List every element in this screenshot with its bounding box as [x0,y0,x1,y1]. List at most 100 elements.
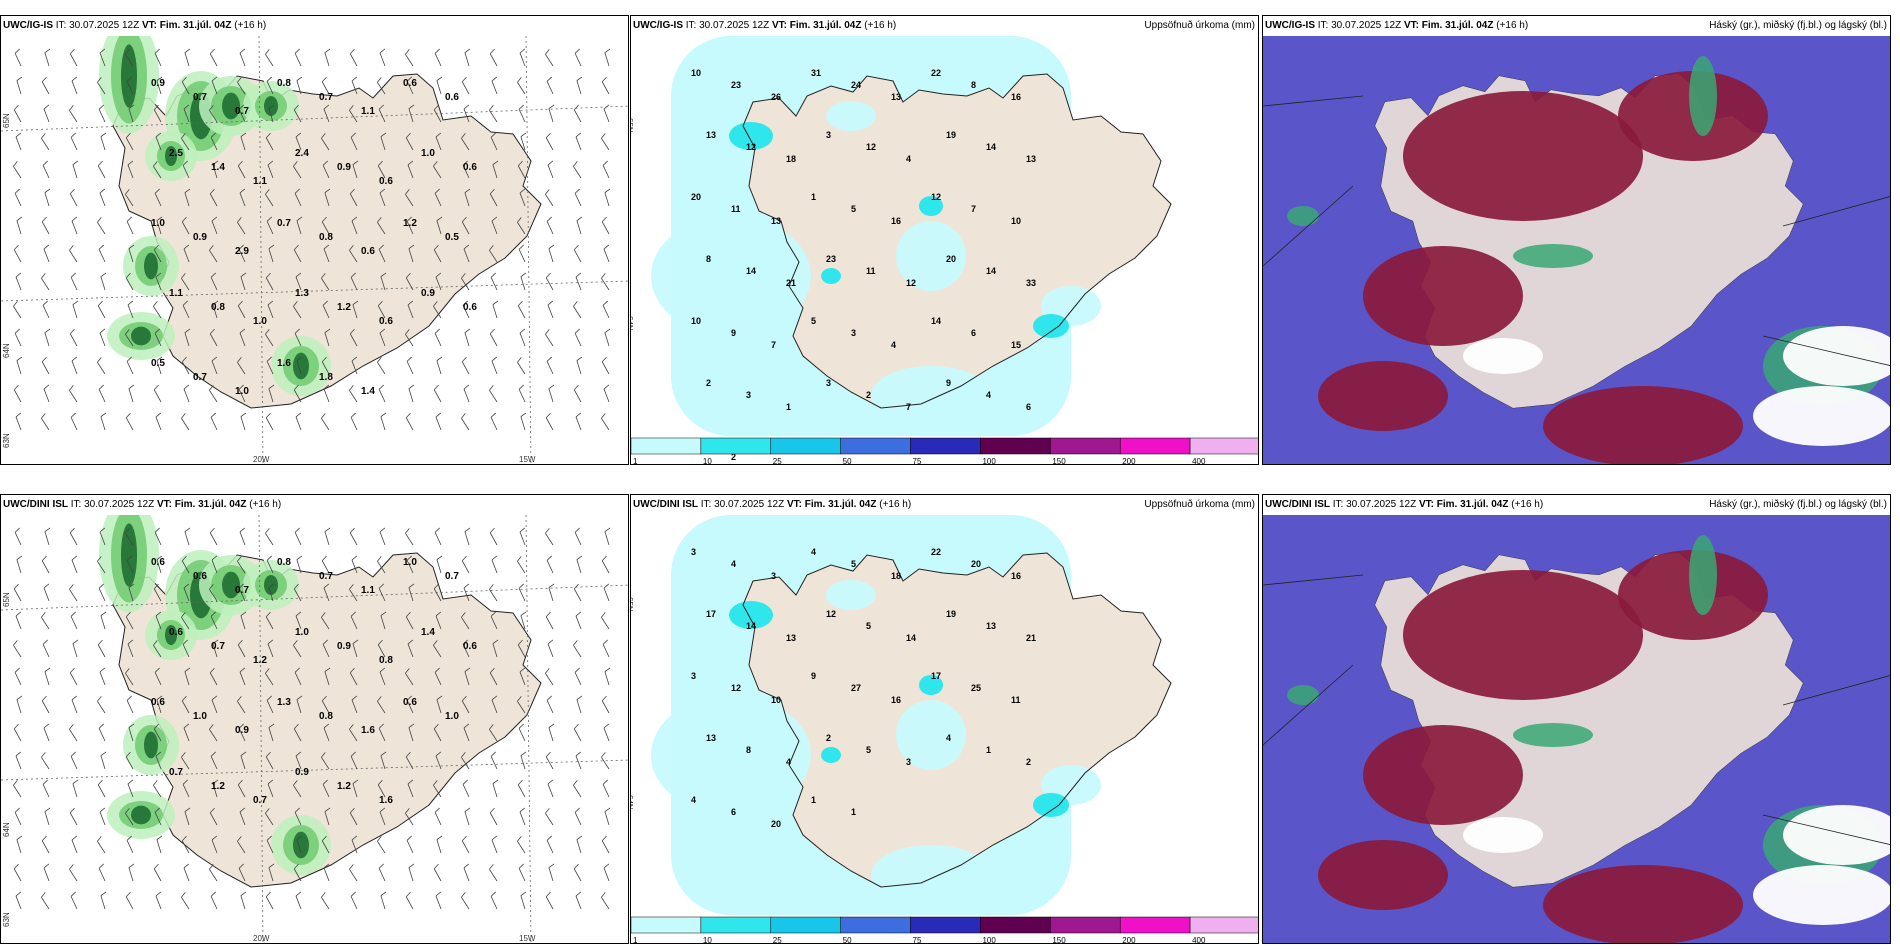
wind-barb [97,77,106,95]
wind-barb [408,104,415,123]
wind-barb-shaft [323,727,330,742]
wind-barb-flag [323,863,330,869]
precip-value-label: 4 [891,340,896,350]
wind-barb [405,668,414,686]
wind-barb-flag [321,555,327,562]
rh-value-label: 0.6 [151,697,165,708]
wind-barb [491,835,498,854]
wind-barb-shaft [462,165,470,179]
rh-value-label: 0.7 [169,767,183,778]
precip-value-label: 1 [786,402,791,412]
wind-barb-flag [100,891,107,896]
wind-barb-flag [268,863,275,868]
wind-barb [406,76,414,95]
rh-value-label: 0.8 [211,302,225,313]
wind-barb-shaft [155,615,162,630]
wind-barb-flag [603,384,610,390]
wind-barb [519,667,526,686]
cloud-map [1263,36,1890,464]
wind-barb-shaft [13,306,22,319]
rh-value-label: 1.4 [211,162,225,173]
wind-barb [574,48,582,67]
wind-barb [407,779,414,798]
colorbar-swatch [1119,437,1191,455]
wind-barb-shaft [322,165,330,179]
precip-value-label: 7 [971,204,976,214]
wind-barb-shaft [43,867,50,882]
wind-barb-shaft [546,221,554,235]
wind-barb-shaft [548,867,554,882]
wind-barb-shaft [293,389,302,403]
wind-barb-shaft [604,531,610,546]
wind-barb-flag [293,583,299,590]
wind-barb-shaft [154,812,162,826]
wind-barb-shaft [98,588,106,602]
wind-barb [464,188,471,207]
wind-barb [603,723,610,742]
wind-barb-flag [377,696,382,702]
wind-barb [489,48,498,67]
wind-barb [349,667,358,686]
wind-barb-shaft [408,388,414,403]
wind-barb-flag [322,779,328,785]
wind-barb-flag [352,639,359,644]
precip-light-area [651,216,811,336]
wind-barb [155,891,162,910]
wind-barb-flag [181,133,186,139]
wind-barb [603,244,610,263]
wind-barb-flag [237,836,242,842]
wind-barb [43,863,50,882]
rh-value-label: 1.1 [169,288,183,299]
wind-barb [156,216,163,235]
wind-barb-flag [405,132,411,139]
mid-cloud-area [1403,91,1643,221]
wind-barb-shaft [267,783,274,798]
lat-label: 64N [631,316,634,331]
wind-barb [545,528,554,546]
colorbar-tick-label: 100 [982,457,996,465]
wind-barb-flag [603,104,610,110]
wind-barb-flag [156,216,163,221]
wind-barb [184,807,191,826]
precip-value-label: 14 [746,621,756,631]
precip-value-label: 24 [851,80,861,90]
wind-barb [14,188,22,207]
wind-barb-shaft [13,166,22,179]
wind-barb-shaft [294,812,302,826]
wind-barb-shaft [520,276,526,291]
wind-barb-shaft [266,361,274,375]
wind-barb [125,808,134,826]
wind-barb-shaft [322,644,330,658]
wind-barb-flag [239,667,246,673]
wind-barb-shaft [604,192,610,207]
precip-value-label: 4 [946,733,951,743]
wind-barb-shaft [405,137,414,151]
wind-barb-shaft [573,645,582,658]
wind-barb-flag [349,385,354,391]
wind-barb-flag [41,892,46,898]
wind-barb [323,583,330,602]
wind-barb-shaft [153,389,162,403]
precip-map: 3434518222016171413125141913213121092716… [631,515,1258,943]
wind-barb [237,160,246,179]
wind-barb-shaft [490,756,498,770]
wind-barb [13,244,22,263]
wind-barb-flag [181,273,186,279]
wind-barb-shaft [268,587,274,602]
wind-barb [377,300,386,319]
wind-barb-shaft [153,785,162,798]
wind-barb-flag [97,217,102,223]
wind-barb-shaft [99,531,106,546]
wind-barb-shaft [126,361,134,375]
wind-barb [210,611,218,630]
wind-barb-shaft [16,559,22,574]
wind-barb-flag [43,104,50,110]
wind-barb-shaft [574,532,582,546]
wind-barb-flag [238,583,244,589]
wind-barb-shaft [69,589,78,602]
wind-barb-flag [15,132,22,138]
wind-barb [490,272,498,291]
wind-barb-shaft [238,389,246,403]
humidity-dark-area [131,805,151,825]
wind-barb-flag [349,584,354,590]
